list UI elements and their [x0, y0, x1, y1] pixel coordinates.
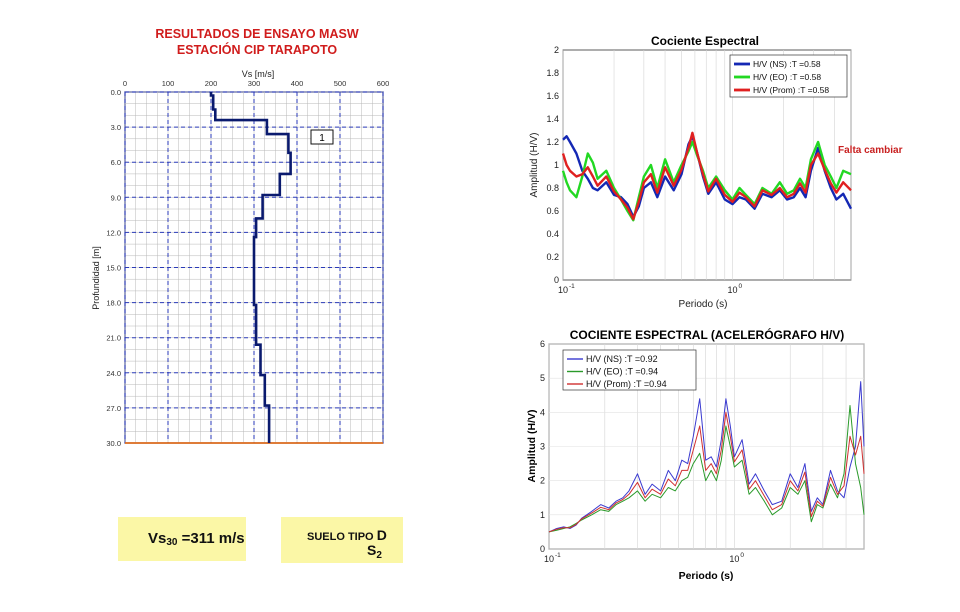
- vs30-prefix: Vs: [148, 530, 167, 547]
- soil-type-line1: SUELO TIPO D: [307, 527, 387, 543]
- masw-title-line2: ESTACIÓN CIP TARAPOTO: [177, 42, 337, 57]
- masw-xlabel: Vs [m/s]: [242, 69, 275, 79]
- soil-profile-code: S2: [367, 542, 382, 561]
- masw-title-line1: RESULTADOS DE ENSAYO MASW: [155, 27, 358, 41]
- masw-y-tick-label: 0.0: [111, 88, 121, 97]
- soil-s-sub: 2: [376, 550, 382, 561]
- masw-layer-label-box: [310, 129, 334, 145]
- masw-y-tick-label: 12.0: [106, 228, 121, 237]
- masw-x-tick-label: 500: [334, 79, 347, 88]
- masw-x-tick-label: 600: [377, 79, 390, 88]
- vs30-sub: 30: [166, 537, 178, 548]
- masw-x-tick-label: 100: [162, 79, 175, 88]
- soil-type-label: SUELO TIPO: [307, 531, 377, 543]
- vs30-text: Vs30 =311 m/s: [148, 530, 245, 548]
- masw-y-tick-label: 24.0: [106, 369, 121, 378]
- soil-type-letter: D: [376, 527, 387, 543]
- masw-ylabel: Profundidad [m]: [91, 246, 101, 310]
- soil-type-box: SUELO TIPO D S2: [281, 517, 403, 563]
- soil-s-letter: S: [367, 542, 377, 558]
- masw-y-tick-label: 6.0: [111, 158, 121, 167]
- masw-x-tick-label: 400: [291, 79, 304, 88]
- vs30-value: =311 m/s: [177, 530, 245, 547]
- masw-y-tick-label: 18.0: [106, 299, 121, 308]
- masw-y-tick-label: 27.0: [106, 404, 121, 413]
- masw-ticks: 0 100 200 300 400 500 600 0.0 3.0 6.0 9.0 12.0 15.0 1…: [106, 79, 389, 448]
- masw-layer-label: 1: [319, 133, 325, 144]
- masw-x-tick-label: 0: [123, 79, 127, 88]
- vs30-box: Vs30 =311 m/s: [118, 517, 246, 561]
- masw-x-tick-label: 200: [205, 79, 218, 88]
- masw-y-tick-label: 9.0: [111, 193, 121, 202]
- masw-x-tick-label: 300: [248, 79, 261, 88]
- masw-y-tick-label: 3.0: [111, 123, 121, 132]
- masw-vs-profile-line: [209, 92, 292, 443]
- masw-y-tick-label: 21.0: [106, 334, 121, 343]
- masw-y-tick-label: 30.0: [106, 439, 121, 448]
- masw-y-tick-label: 15.0: [106, 264, 121, 273]
